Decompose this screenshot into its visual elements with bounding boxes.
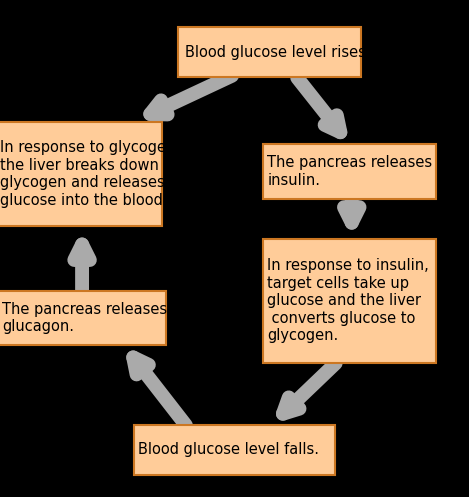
FancyBboxPatch shape [263, 144, 436, 199]
FancyBboxPatch shape [134, 425, 335, 475]
FancyBboxPatch shape [263, 239, 436, 363]
FancyBboxPatch shape [178, 27, 361, 77]
Text: Blood glucose level rises.: Blood glucose level rises. [185, 45, 371, 60]
FancyBboxPatch shape [0, 122, 162, 226]
Text: The pancreas releases
glucagon.: The pancreas releases glucagon. [2, 302, 167, 334]
FancyBboxPatch shape [0, 291, 166, 345]
Text: In response to glycogen,
the liver breaks down
glycogen and releases
glucose int: In response to glycogen, the liver break… [0, 140, 180, 208]
Text: The pancreas releases
insulin.: The pancreas releases insulin. [267, 155, 432, 188]
Text: Blood glucose level falls.: Blood glucose level falls. [138, 442, 319, 457]
Text: In response to insulin,
target cells take up
glucose and the liver
 converts glu: In response to insulin, target cells tak… [267, 258, 429, 343]
